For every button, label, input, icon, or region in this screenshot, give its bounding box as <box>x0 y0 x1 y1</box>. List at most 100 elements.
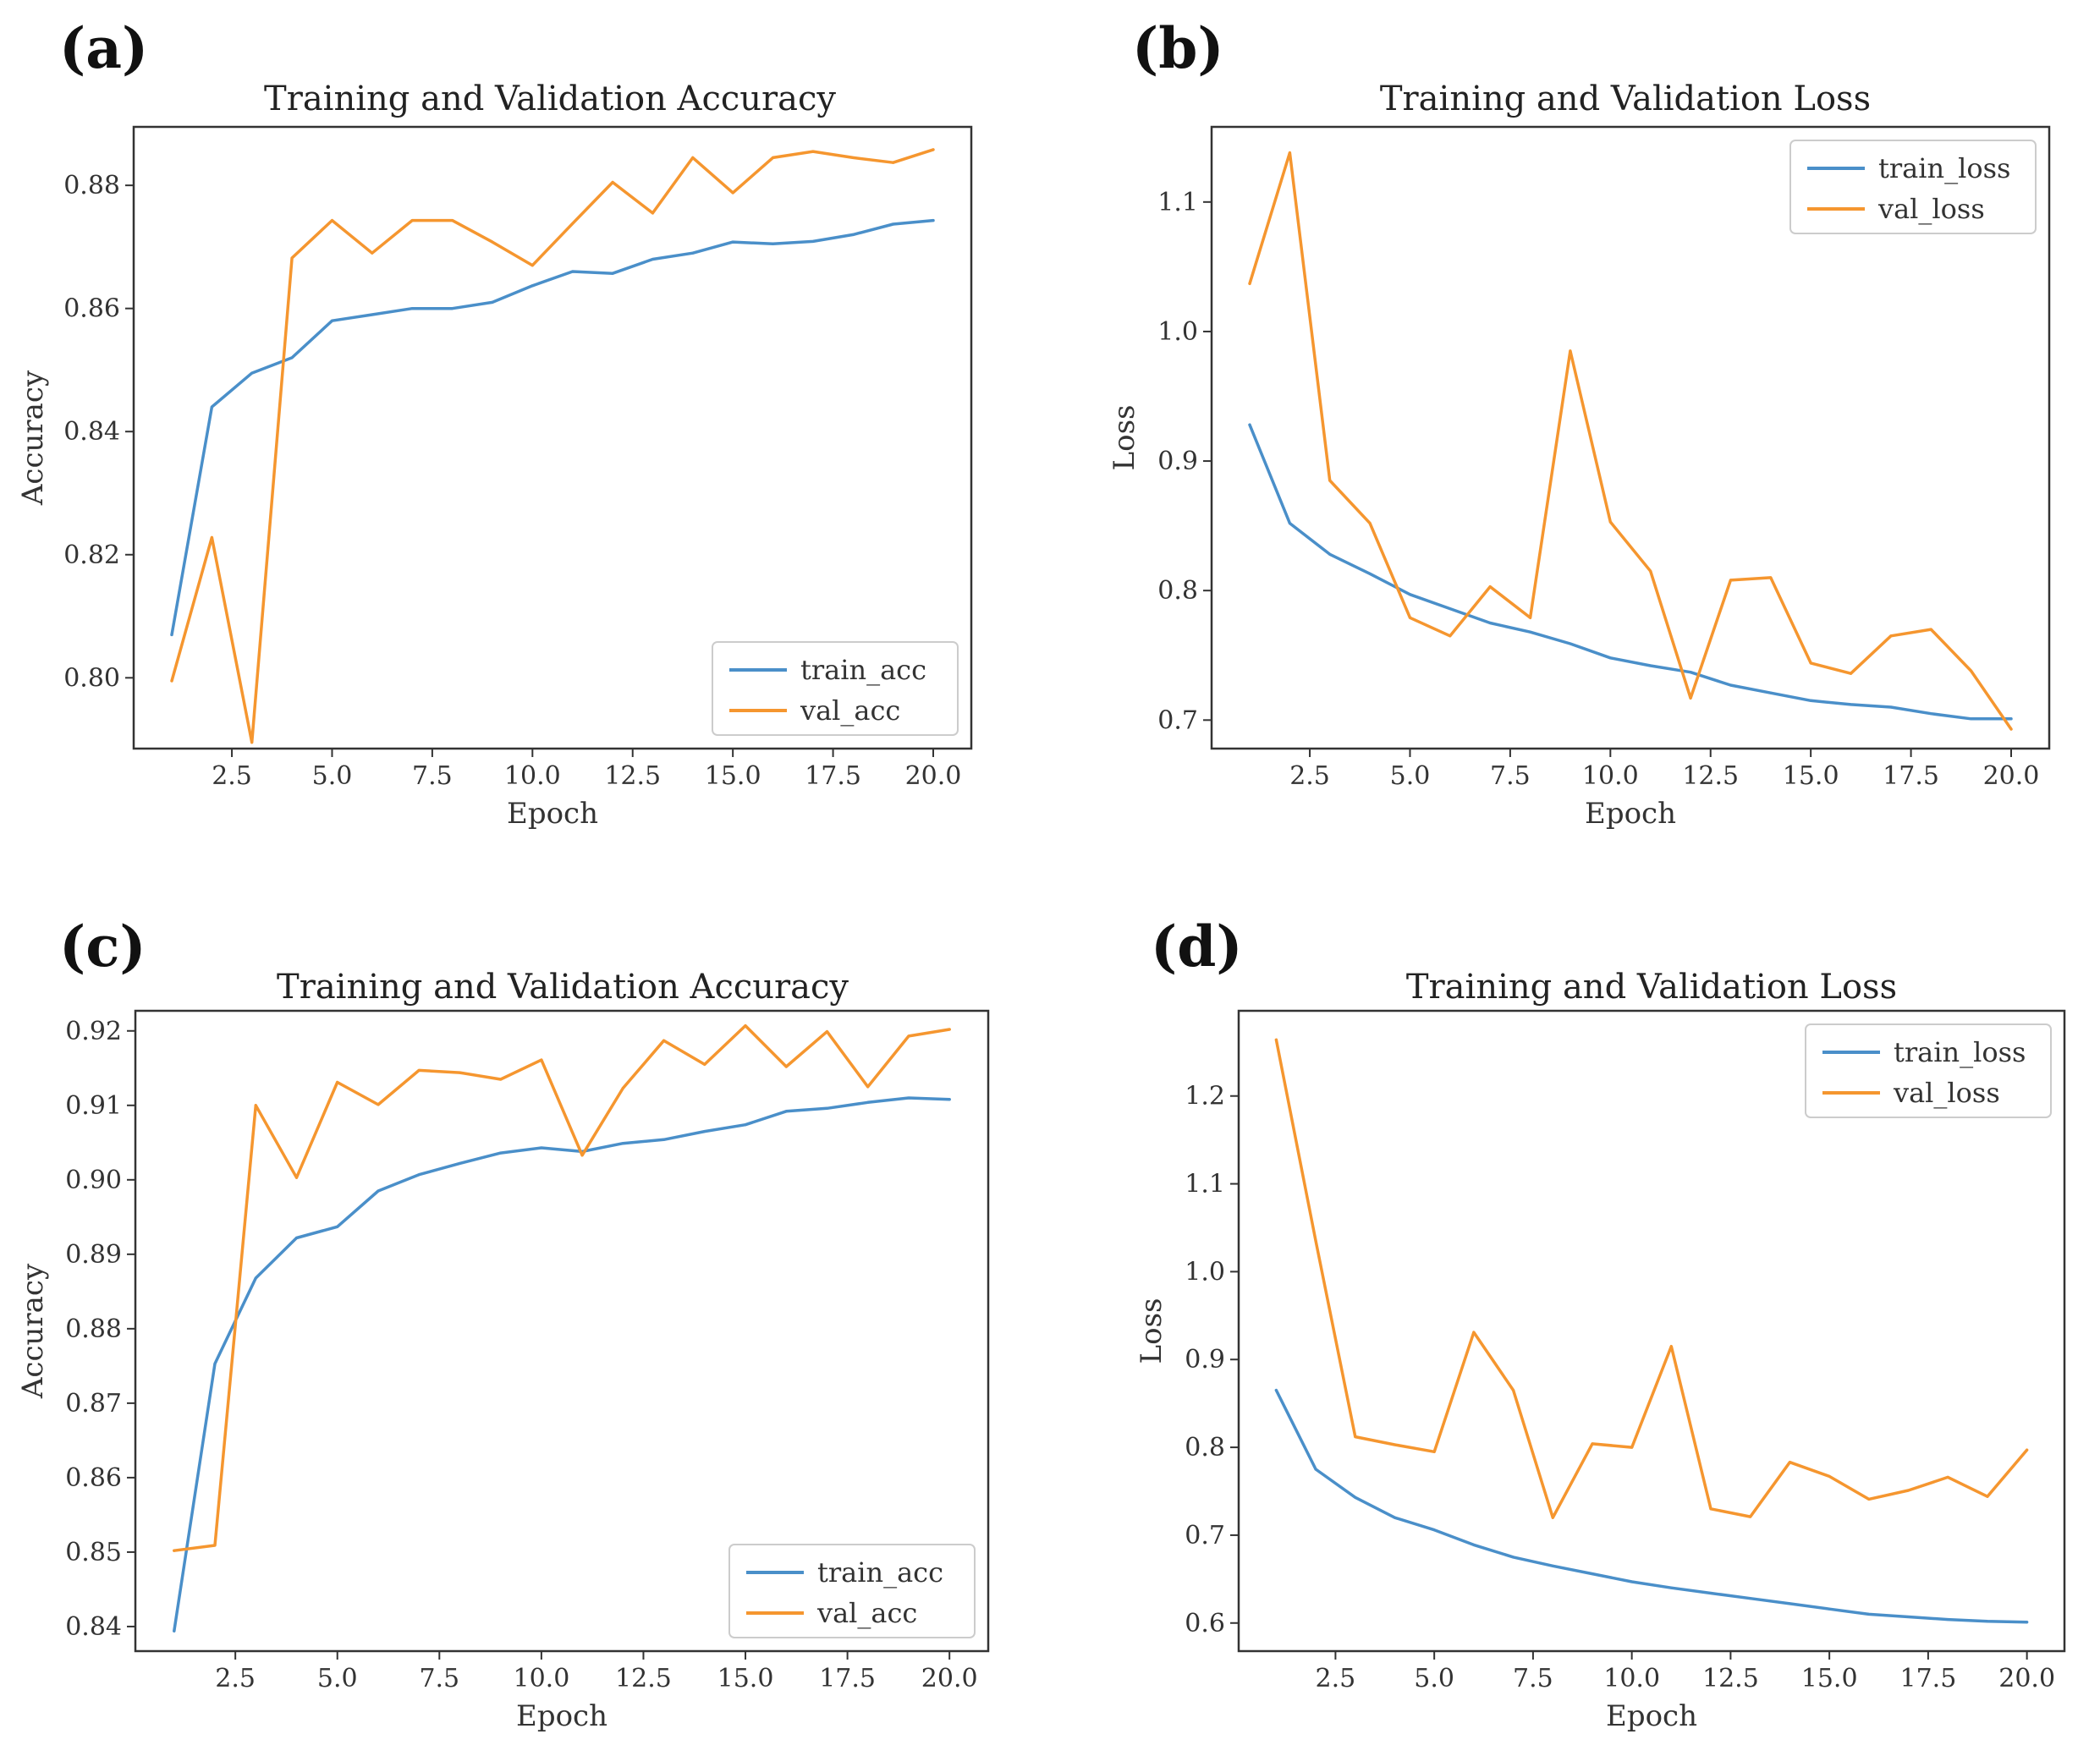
data-point-train_loss <box>1449 607 1452 611</box>
legend: train_loss val_loss <box>1805 1023 2052 1118</box>
data-point-train_acc <box>295 1237 298 1239</box>
legend-entry-val_loss: val_loss <box>1877 193 1985 225</box>
data-point-val_loss <box>1274 1038 1278 1041</box>
data-point-train_loss <box>1630 1580 1634 1583</box>
data-point-train_acc <box>451 307 454 310</box>
plot-frame <box>132 125 973 750</box>
series-line-val_loss <box>1274 1038 2029 1519</box>
series-line-val_acc <box>170 148 935 744</box>
data-point-val_acc <box>651 211 654 215</box>
data-point-train_acc <box>530 284 534 288</box>
data-point-train_loss <box>1608 656 1612 660</box>
data-point-val_loss <box>1729 579 1732 582</box>
data-point-train_acc <box>621 1142 624 1145</box>
y-axis-label: Accuracy <box>16 370 50 506</box>
x-tick-label: 5.0 <box>1414 1664 1454 1693</box>
data-point-train_acc <box>336 1225 339 1228</box>
x-tick-label: 7.5 <box>412 761 453 791</box>
data-point-train_loss <box>1749 1597 1752 1600</box>
chart-title: Training and Validation Accuracy <box>264 80 836 118</box>
data-point-val_acc <box>250 741 254 744</box>
data-point-val_loss <box>1368 522 1372 525</box>
data-point-val_acc <box>295 1176 298 1179</box>
data-point-val_acc <box>571 222 574 225</box>
chart-panel-3: (c) Training and Validation Accuracy 2.5 5.… <box>16 914 990 1733</box>
y-tick-label: 0.84 <box>65 1612 122 1642</box>
data-point-train_loss <box>2026 1621 2029 1624</box>
data-point-val_loss <box>1409 616 1411 619</box>
legend-entry-val_acc: val_acc <box>816 1597 917 1629</box>
data-point-val_loss <box>1512 1389 1515 1392</box>
data-point-val_loss <box>1328 479 1332 482</box>
data-point-train_loss <box>1368 572 1372 575</box>
data-point-val_loss <box>1907 1489 1910 1492</box>
data-point-train_loss <box>1394 1516 1396 1519</box>
series-line-val_acc <box>173 1023 951 1552</box>
x-tick-label: 10.0 <box>513 1664 569 1693</box>
data-point-train_acc <box>651 258 654 261</box>
chart-title: Training and Validation Accuracy <box>277 968 849 1007</box>
data-point-val_acc <box>254 1104 257 1107</box>
data-point-train_acc <box>377 1189 380 1193</box>
data-point-val_loss <box>1709 1507 1712 1511</box>
data-point-val_acc <box>173 1549 176 1552</box>
data-point-val_acc <box>210 535 213 539</box>
data-point-train_loss <box>1472 1543 1476 1546</box>
data-point-val_acc <box>458 1071 461 1074</box>
data-point-val_loss <box>1591 1442 1594 1446</box>
y-tick-label: 0.85 <box>65 1538 122 1567</box>
data-point-val_loss <box>1288 151 1291 155</box>
data-point-val_loss <box>1749 1515 1752 1518</box>
data-point-train_acc <box>250 371 254 375</box>
data-point-val_acc <box>851 156 855 159</box>
data-point-val_acc <box>662 1039 666 1042</box>
x-tick-label: 15.0 <box>705 761 761 791</box>
data-point-train_acc <box>691 251 695 255</box>
series-line-train_acc <box>173 1096 951 1633</box>
data-point-train_acc <box>811 239 815 243</box>
data-point-train_loss <box>1769 691 1773 694</box>
data-point-train_acc <box>410 307 414 310</box>
data-point-train_acc <box>254 1276 257 1280</box>
x-axis-label: Epoch <box>516 1699 607 1733</box>
data-point-train_loss <box>1328 552 1332 556</box>
x-tick-label: 2.5 <box>212 761 252 791</box>
data-point-val_loss <box>1769 576 1773 579</box>
data-point-train_loss <box>1432 1528 1436 1532</box>
data-point-train_acc <box>173 1629 176 1633</box>
data-point-train_loss <box>1409 593 1411 596</box>
data-point-val_loss <box>1394 1443 1396 1446</box>
x-tick-label: 17.5 <box>1899 1664 1956 1693</box>
data-point-val_acc <box>703 1062 706 1066</box>
data-point-val_loss <box>1669 1345 1673 1348</box>
data-point-val_acc <box>948 1028 951 1031</box>
y-tick-label: 0.86 <box>63 294 120 324</box>
y-axis-label: Loss <box>1108 405 1141 471</box>
data-point-val_loss <box>1867 1497 1871 1501</box>
data-point-train_acc <box>662 1138 666 1141</box>
x-tick-label: 20.0 <box>921 1664 978 1693</box>
data-point-train_loss <box>1248 423 1251 426</box>
data-point-val_loss <box>1970 669 1973 672</box>
y-tick-label: 0.7 <box>1185 1521 1225 1550</box>
data-point-train_loss <box>1828 1607 1831 1611</box>
data-point-train_loss <box>1314 1468 1317 1471</box>
series-line-train_loss <box>1274 1388 2029 1624</box>
x-tick-label: 12.5 <box>1702 1664 1759 1693</box>
data-point-train_loss <box>1591 1572 1594 1576</box>
legend-entry-train_acc: train_acc <box>817 1556 943 1589</box>
data-point-train_loss <box>1569 642 1572 645</box>
data-point-val_loss <box>1488 585 1492 589</box>
y-tick-label: 0.88 <box>63 171 120 200</box>
data-point-val_loss <box>1889 634 1893 638</box>
data-point-val_acc <box>784 1065 788 1068</box>
panel-label: (b) <box>1132 15 1224 81</box>
data-point-train_acc <box>948 1098 951 1101</box>
data-point-val_loss <box>1449 634 1452 638</box>
data-point-train_acc <box>458 1161 461 1165</box>
data-point-val_acc <box>907 1034 910 1038</box>
x-tick-label: 17.5 <box>805 761 861 791</box>
data-point-train_loss <box>1512 1556 1515 1559</box>
x-tick-label: 2.5 <box>215 1664 256 1693</box>
data-point-train_loss <box>1354 1495 1357 1499</box>
